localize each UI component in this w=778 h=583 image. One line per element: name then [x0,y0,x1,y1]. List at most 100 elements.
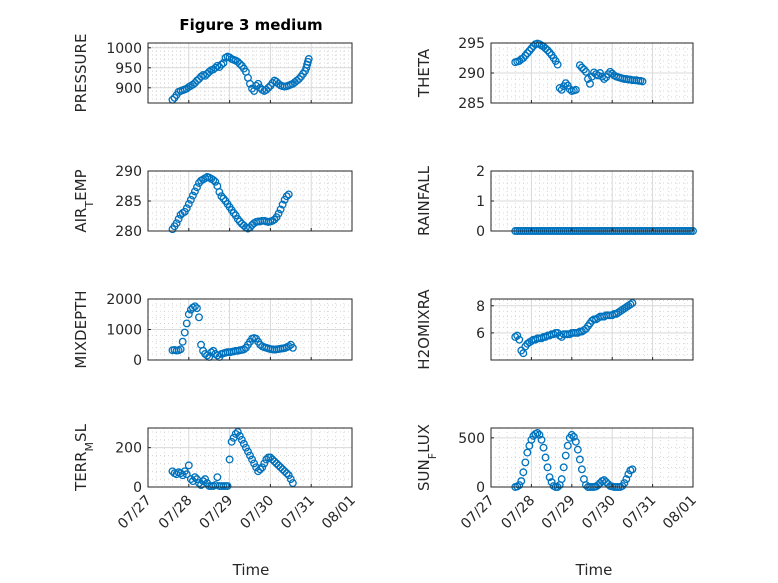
data-point [215,188,224,196]
data-point [219,59,228,67]
data-point [571,85,580,94]
data-point [295,75,303,83]
data-point [225,455,234,464]
data-point [270,215,279,224]
data-point [537,435,546,444]
data-point [527,435,536,444]
y-tick-label: 6 [476,326,485,342]
data-point [201,475,210,484]
data-point [624,470,633,479]
data-point [262,85,271,94]
data-point [211,63,220,72]
data-point [515,335,524,344]
x-tick-label: 07/28 [156,493,196,533]
subplot-mixdepth: 0 1000 2000 MIXDEPTH [72,290,353,369]
data-point [176,345,185,354]
data-point [199,477,208,486]
x-tick-label: 07/29 [197,493,237,533]
data-point [233,215,242,223]
data-point [209,176,218,184]
x-tick-label: 07/29 [539,493,579,533]
data-point [280,467,289,476]
data-point [561,79,570,88]
y-tick-label: 295 [458,36,485,52]
data-point [561,451,570,460]
data-point [557,475,566,484]
data-point [182,470,191,479]
data-point [638,77,647,86]
y-tick-label: 500 [458,431,485,447]
data-point [178,337,187,346]
y-tick-label: 950 [115,61,142,77]
data-point [278,200,287,209]
y-tick-label: 2 [476,164,485,180]
data-point [527,44,536,53]
data-point [250,87,259,95]
data-point [235,431,244,440]
data-point [517,477,526,486]
data-point [571,437,580,446]
data-point [250,459,259,468]
data-point [533,428,542,437]
data-point [602,478,611,487]
data-point [584,75,592,83]
data-point [195,75,203,83]
data-point [235,59,244,68]
figure-title: Figure 3 medium [179,16,322,34]
data-point [543,463,552,472]
data-point [190,187,199,196]
data-point [600,75,609,83]
data-point [622,475,631,484]
data-point [268,455,277,464]
data-point [233,427,242,436]
y-tick-label: 0 [133,480,142,496]
data-point [541,453,550,462]
data-point [569,432,578,441]
data-point [521,458,530,467]
data-point [174,215,183,223]
data-point [278,465,287,474]
y-tick-label: 280 [115,224,142,240]
x-axis-label-left: Time [232,561,270,579]
x-axis-label-right: Time [575,561,613,579]
data-point [272,459,281,468]
data-point [186,195,195,204]
data-point [628,465,637,474]
data-point [594,481,603,489]
data-point [219,194,228,203]
data-point [620,479,629,488]
data-point [288,343,297,352]
x-tick-label: 07/27 [458,493,498,533]
y-tick-label: 1 [476,194,485,210]
data-point [266,453,275,462]
data-point [513,331,522,340]
data-point [577,465,586,474]
data-point [274,461,283,470]
data-point [252,81,261,90]
y-tick-label: 0 [476,480,485,496]
data-point [254,467,263,476]
data-point [217,60,226,69]
data-point [626,300,635,309]
data-point [193,183,201,192]
y-axis-label: MIXDEPTH [72,290,90,368]
data-point [223,482,232,490]
data-point [248,455,256,464]
data-point [523,49,532,58]
data-point [227,437,236,446]
y-axis-label: RAINFALL [415,165,433,236]
data-point [628,299,637,308]
data-point [207,348,216,357]
data-point [256,340,265,349]
y-axis-label: SUNFLUX [415,424,439,491]
subplot-rainfall: 0 1 2 RAINFALL [415,164,697,240]
data-point [246,451,254,460]
subplot-air-temp: 280 285 290 AIRTEMP [72,164,353,240]
data-point [211,177,220,186]
y-axis-label: THETA [415,48,433,98]
data-point [525,46,534,55]
data-point [541,44,550,53]
x-tick-label: 07/31 [278,493,318,533]
subplot-terr-msl: 0 200 TERRMSL 07/27 07/28 07/29 07/30 07/31 08/0… [72,423,359,532]
subplot-h2omixra: 6 8 H2OMIXRA [415,289,694,370]
